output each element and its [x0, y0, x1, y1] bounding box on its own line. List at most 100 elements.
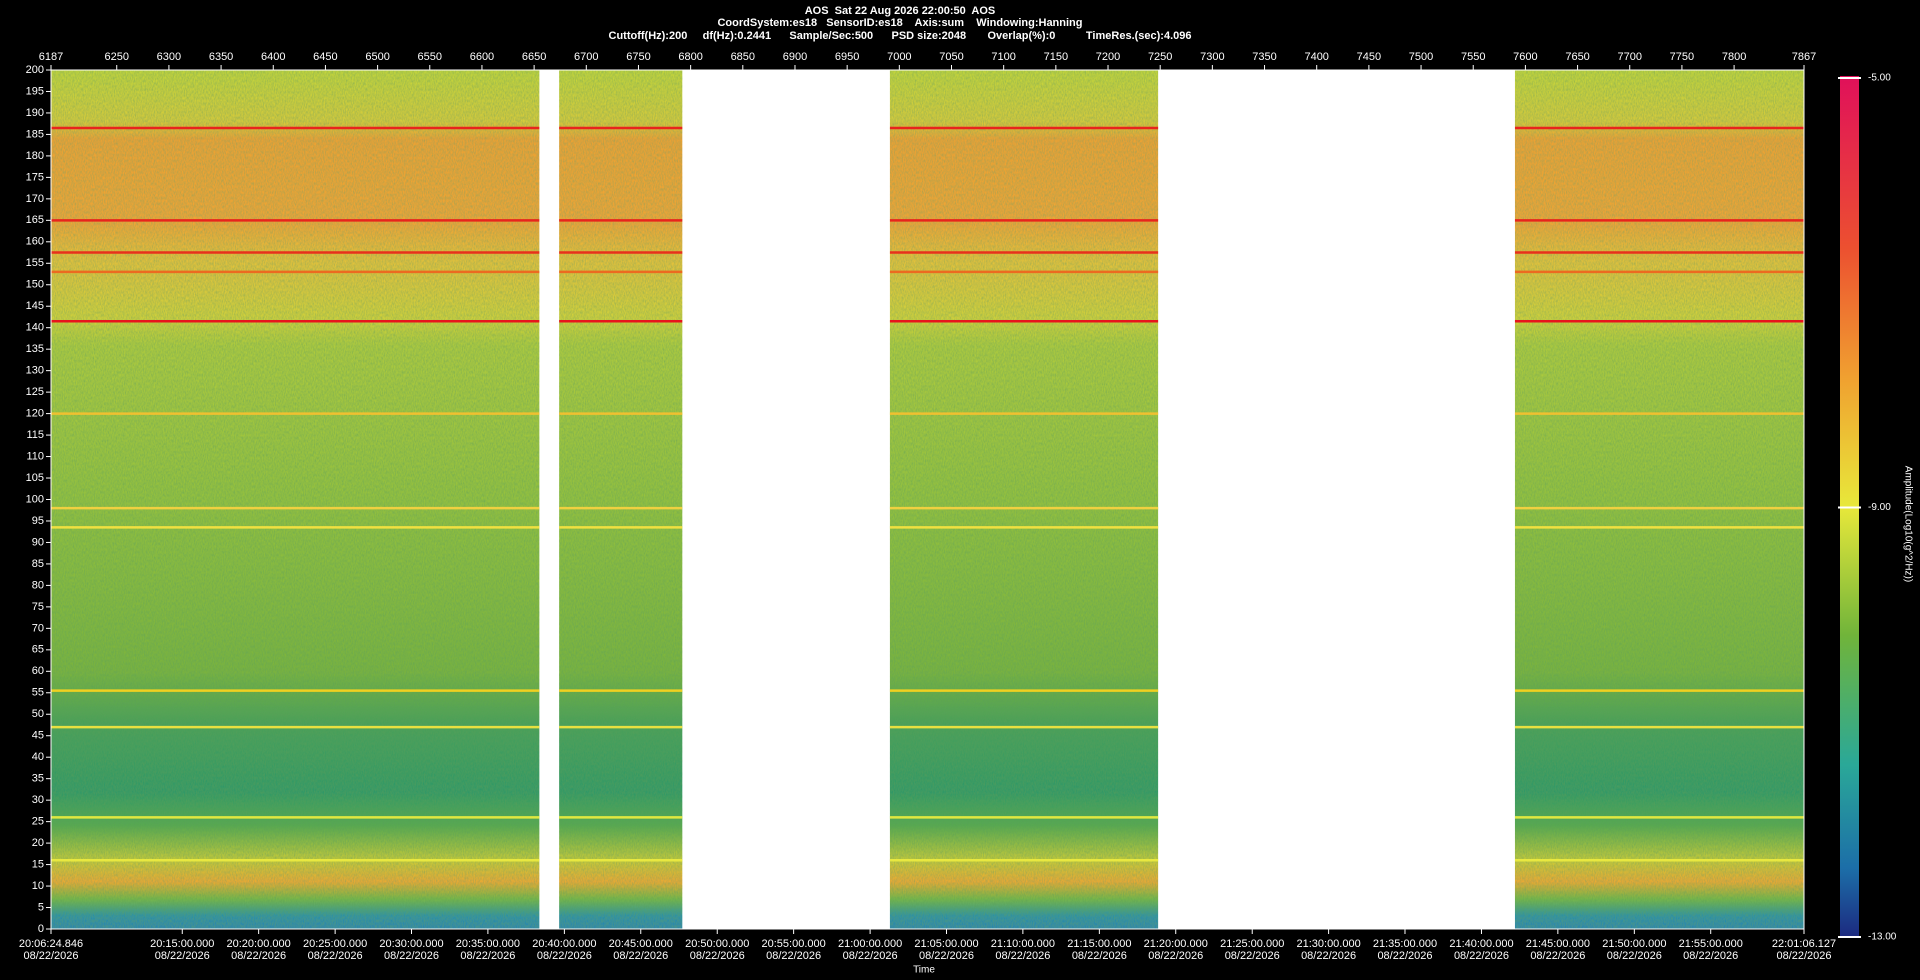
colorbar-tick-label: -5.00 [1868, 73, 1891, 84]
y-tick-label: 170 [26, 193, 44, 205]
y-tick-label: 80 [32, 579, 44, 591]
x-tick-label: 6850 [731, 51, 755, 63]
time-tick-label: 21:55:00.000 [1679, 938, 1743, 950]
time-tick-label: 20:25:00.000 [303, 938, 367, 950]
x-tick-label: 7250 [1148, 51, 1172, 63]
spectrogram-segment [559, 70, 683, 929]
y-tick-label: 5 [38, 901, 44, 913]
y-tick-label: 125 [26, 386, 44, 398]
y-tick-label: 95 [32, 515, 44, 527]
x-tick-label: 6550 [418, 51, 442, 63]
y-tick-label: 50 [32, 708, 44, 720]
spectrogram-segment [51, 70, 540, 929]
y-tick-label: 150 [26, 279, 44, 291]
time-tick-label: 21:05:00.000 [914, 938, 978, 950]
y-tick-label: 165 [26, 214, 44, 226]
time-tick-label: 21:40:00.000 [1449, 938, 1513, 950]
y-tick-label: 0 [38, 923, 44, 935]
x-tick-label: 6300 [157, 51, 181, 63]
x-tick-label: 7400 [1304, 51, 1328, 63]
y-tick-label: 90 [32, 536, 44, 548]
y-tick-label: 115 [26, 429, 44, 441]
y-tick-label: 180 [26, 150, 44, 162]
y-tick-label: 100 [26, 493, 44, 505]
x-tick-label: 6600 [470, 51, 494, 63]
y-tick-label: 195 [26, 85, 44, 97]
title: AOS Sat 22 Aug 2026 22:00:50 AOS [805, 5, 996, 17]
time-tick-label: 21:20:00.000 [1144, 938, 1208, 950]
y-tick-label: 130 [26, 365, 44, 377]
date-tick-label: 08/22/2026 [155, 950, 210, 962]
x-tick-label: 6250 [104, 51, 128, 63]
date-tick-label: 08/22/2026 [843, 950, 898, 962]
y-tick-label: 175 [26, 171, 44, 183]
x-tick-label: 6650 [522, 51, 546, 63]
date-tick-label: 08/22/2026 [766, 950, 821, 962]
x-tick-label: 6350 [209, 51, 233, 63]
time-tick-label: 20:55:00.000 [762, 938, 826, 950]
date-tick-label: 08/22/2026 [1776, 950, 1831, 962]
x-tick-label: 7150 [1044, 51, 1068, 63]
y-tick-label: 35 [32, 773, 44, 785]
x-tick-label: 7200 [1096, 51, 1120, 63]
time-tick-label: 20:30:00.000 [379, 938, 443, 950]
y-tick-label: 70 [32, 622, 44, 634]
y-tick-label: 25 [32, 816, 44, 828]
x-tick-label: 7100 [991, 51, 1015, 63]
y-tick-label: 200 [26, 64, 44, 76]
date-tick-label: 08/22/2026 [1148, 950, 1203, 962]
time-tick-label: 20:40:00.000 [532, 938, 596, 950]
date-tick-label: 08/22/2026 [1225, 950, 1280, 962]
y-tick-label: 160 [26, 236, 44, 248]
spectrogram-segment [889, 70, 1159, 929]
y-tick-label: 105 [26, 472, 44, 484]
x-tick-label: 7350 [1252, 51, 1276, 63]
date-tick-label: 08/22/2026 [384, 950, 439, 962]
date-tick-label: 08/22/2026 [995, 950, 1050, 962]
y-tick-label: 110 [26, 450, 44, 462]
y-tick-label: 15 [32, 858, 44, 870]
date-tick-label: 08/22/2026 [613, 950, 668, 962]
y-tick-label: 190 [26, 107, 44, 119]
date-tick-label: 08/22/2026 [23, 950, 78, 962]
date-tick-label: 08/22/2026 [1607, 950, 1662, 962]
time-tick-label: 21:15:00.000 [1067, 938, 1131, 950]
x-tick-label: 7867 [1792, 51, 1816, 63]
time-tick-label: 20:06:24.846 [19, 938, 83, 950]
subtitle: Cuttoff(Hz):200 df(Hz):0.2441 Sample/Sec… [609, 30, 1192, 42]
time-tick-label: 21:25:00.000 [1220, 938, 1284, 950]
time-tick-label: 21:30:00.000 [1296, 938, 1360, 950]
x-tick-label: 7300 [1200, 51, 1224, 63]
x-tick-label: 7800 [1722, 51, 1746, 63]
time-tick-label: 20:50:00.000 [685, 938, 749, 950]
x-tick-label: 6500 [365, 51, 389, 63]
date-tick-label: 08/22/2026 [231, 950, 286, 962]
y-tick-label: 185 [26, 128, 44, 140]
x-tick-label: 6950 [835, 51, 859, 63]
date-tick-label: 08/22/2026 [1530, 950, 1585, 962]
date-tick-label: 08/22/2026 [690, 950, 745, 962]
time-tick-label: 20:35:00.000 [456, 938, 520, 950]
y-tick-label: 145 [26, 300, 44, 312]
time-tick-label: 21:35:00.000 [1373, 938, 1437, 950]
time-tick-label: 21:00:00.000 [838, 938, 902, 950]
date-tick-label: 08/22/2026 [1072, 950, 1127, 962]
y-tick-label: 75 [32, 601, 44, 613]
x-tick-label: 7700 [1618, 51, 1642, 63]
y-tick-label: 60 [32, 665, 44, 677]
x-tick-label: 6450 [313, 51, 337, 63]
date-tick-label: 08/22/2026 [1454, 950, 1509, 962]
x-tick-label: 6187 [39, 51, 63, 63]
x-tick-label: 7450 [1357, 51, 1381, 63]
x-tick-label: 7000 [887, 51, 911, 63]
date-tick-label: 08/22/2026 [537, 950, 592, 962]
x-axis-label: Time [913, 965, 935, 976]
x-tick-label: 6800 [678, 51, 702, 63]
subtitle: CoordSystem:es18 SensorID:es18 Axis:sum … [717, 17, 1082, 29]
y-tick-label: 135 [26, 343, 44, 355]
y-tick-label: 30 [32, 794, 44, 806]
colorbar-label: Amplitude(Log10(g^2/Hz)) [1902, 466, 1913, 582]
y-tick-label: 40 [32, 751, 44, 763]
time-tick-label: 22:01:06.127 [1772, 938, 1836, 950]
